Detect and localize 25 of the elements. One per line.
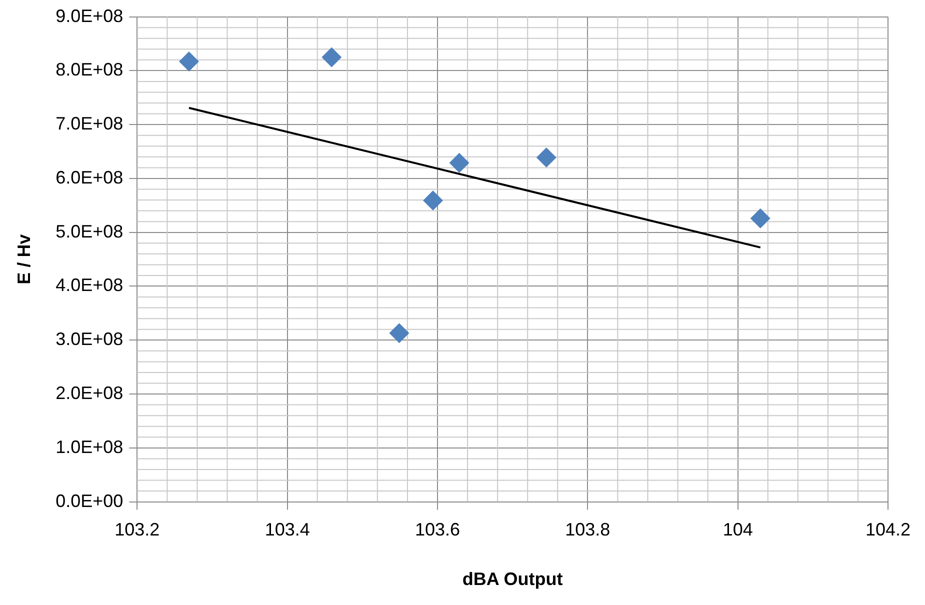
y-tick-label: 0.0E+00 [56,490,124,511]
x-tick-label: 103.8 [565,520,610,540]
point [422,190,443,211]
x-tick-label: 104 [722,520,753,540]
x-axis-title: dBA Output [462,569,563,590]
x-tick-label: 103.6 [414,520,460,540]
x-tick-label: 103.4 [264,520,310,540]
y-tick-label: 7.0E+08 [56,114,124,134]
y-tick-label: 8.0E+08 [56,60,124,80]
point [389,323,410,344]
point [449,152,470,173]
y-axis-title: E / Hv [14,234,34,284]
x-tick-label: 104.2 [865,520,911,540]
y-tick-label: 4.0E+08 [56,275,124,296]
y-tick-label: 2.0E+08 [56,382,124,403]
point [536,147,556,168]
x-tick-label: 103.2 [114,520,160,540]
point [178,52,199,72]
y-tick-label: 1.0E+08 [56,436,124,457]
y-tick-label: 6.0E+08 [56,167,124,188]
point [322,47,342,68]
y-tick-label: 9.0E+08 [56,6,124,26]
y-tick-label: 5.0E+08 [56,221,124,242]
y-tick-label: 3.0E+08 [56,329,124,350]
point [750,208,770,228]
